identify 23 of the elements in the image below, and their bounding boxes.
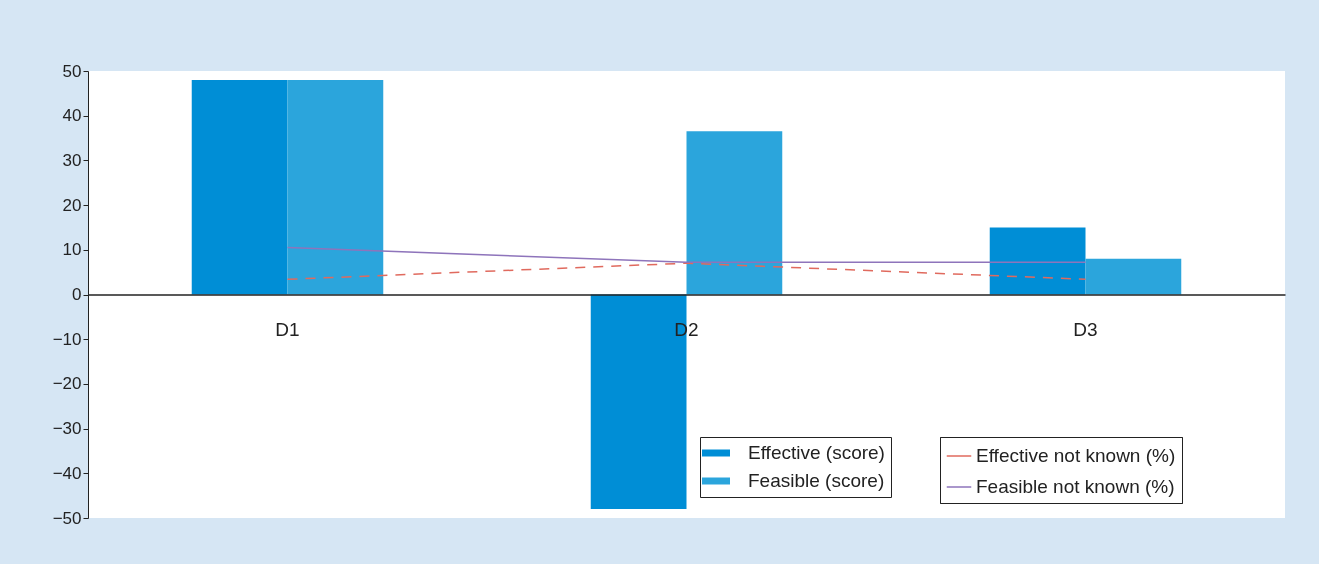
y-tick-label: 40 — [62, 106, 82, 126]
x-tick-label: D3 — [1073, 319, 1098, 340]
y-tick-label: 50 — [62, 61, 82, 81]
y-tick-label: −20 — [52, 374, 82, 394]
y-tick-label: −10 — [52, 329, 82, 349]
y-tick-label: 30 — [62, 150, 82, 170]
bar — [686, 131, 783, 295]
legend-label: Effective not known (%) — [976, 445, 1176, 466]
bar — [1085, 258, 1182, 295]
y-tick-label: −30 — [52, 419, 82, 439]
bar — [989, 227, 1086, 295]
legend-label: Effective (score) — [748, 442, 885, 463]
y-tick-label: 20 — [62, 195, 82, 215]
y-tick-label: 10 — [62, 240, 82, 260]
x-tick-label: D2 — [674, 319, 699, 340]
y-tick-label: −50 — [52, 508, 82, 528]
x-tick-label: D1 — [275, 319, 300, 340]
bar — [287, 79, 384, 295]
y-tick-label: −40 — [52, 463, 82, 483]
bar — [191, 79, 288, 295]
legend-label: Feasible not known (%) — [976, 476, 1175, 497]
y-tick-label: 0 — [72, 285, 82, 304]
legend-label: Feasible (score) — [748, 470, 885, 491]
